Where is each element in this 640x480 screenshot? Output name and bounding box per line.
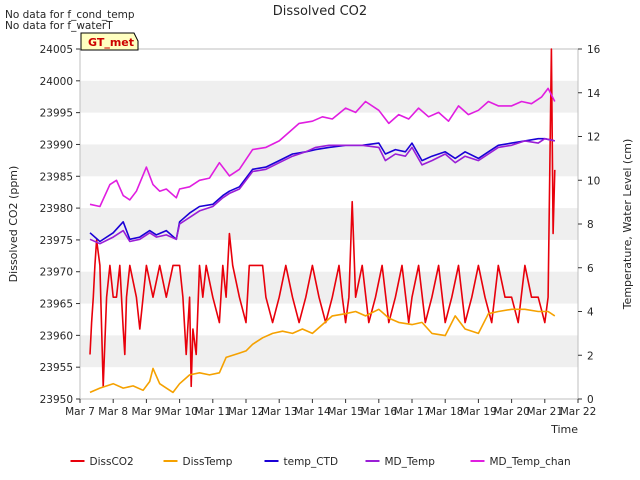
y2-tick-label: 16 [587, 44, 601, 56]
x-tick-label: Mar 22 [560, 406, 597, 418]
y-tick-label: 23975 [40, 235, 73, 247]
y2-tick-label: 12 [587, 132, 600, 144]
x-tick-label: Mar 18 [427, 406, 464, 418]
y2-tick-label: 4 [587, 307, 594, 319]
x-tick-label: Mar 16 [361, 406, 398, 418]
legend-label: MD_Temp_chan [490, 456, 571, 468]
y-tick-label: 23970 [40, 267, 73, 279]
y-tick-label: 24000 [40, 76, 73, 88]
y2-tick-label: 0 [587, 394, 594, 406]
y2-tick-label: 8 [587, 219, 594, 231]
y-tick-label: 23965 [40, 299, 73, 311]
x-tick-label: Mar 13 [261, 406, 298, 418]
chart-title: Dissolved CO2 [273, 4, 367, 19]
legend-label: DissCO2 [90, 456, 134, 468]
series-layer [89, 48, 556, 394]
axes-layer: 23950 23955 23960 23965 23970 23975 23980 23985… [40, 44, 601, 418]
x-tick-label: Mar 8 [98, 406, 128, 418]
grid-band [80, 335, 578, 368]
x-tick-label: Mar 20 [493, 406, 530, 418]
y-tick-label: 23990 [40, 139, 73, 151]
no-data-note-1: No data for f_cond_temp [5, 9, 135, 21]
x-tick-label: Mar 21 [527, 406, 564, 418]
y2-tick-label: 10 [587, 175, 600, 187]
no-data-note-2: No data for f_waterT [5, 20, 113, 32]
x-tick-label: Mar 11 [195, 406, 232, 418]
legend: DissCO2 DissTemp temp_CTD MD_Temp MD_Temp_ch… [70, 456, 571, 468]
legend-label: MD_Temp [385, 456, 436, 468]
y2-axis-label: Temperature, Water Level (cm) [621, 139, 634, 311]
series-line-disstemp [89, 308, 556, 394]
y-tick-label: 23950 [40, 394, 73, 406]
grid-band [80, 208, 578, 240]
y-tick-label: 24005 [40, 44, 73, 56]
series-line-temp-ctd [89, 137, 555, 243]
x-tick-label: Mar 19 [460, 406, 497, 418]
grid-bands [80, 80, 578, 368]
x-tick-label: Mar 9 [131, 406, 161, 418]
x-tick-label: Mar 14 [294, 406, 331, 418]
x-axis-label: Time [550, 423, 578, 436]
y-tick-label: 23995 [40, 108, 73, 120]
series-line-md-temp-chan [89, 87, 556, 208]
series-line-md-temp [89, 137, 555, 245]
y-tick-label: 23985 [40, 171, 73, 183]
y2-tick-label: 6 [587, 263, 594, 275]
grid-band [80, 144, 578, 177]
x-tick-label: Mar 15 [327, 406, 364, 418]
legend-label: temp_CTD [284, 456, 339, 468]
y-tick-label: 23980 [40, 203, 73, 215]
badge-label: GT_met [88, 36, 134, 49]
grid-band [80, 80, 578, 113]
x-tick-label: Mar 7 [65, 406, 95, 418]
gt-met-badge: GT_met [80, 32, 139, 51]
x-tick-label: Mar 17 [394, 406, 431, 418]
legend-label: DissTemp [183, 456, 233, 468]
y-tick-label: 23955 [40, 362, 73, 374]
y2-tick-label: 14 [587, 88, 601, 100]
y-tick-label: 23960 [40, 330, 73, 342]
y-axis-label: Dissolved CO2 (ppm) [7, 166, 20, 283]
x-tick-label: Mar 10 [161, 406, 198, 418]
badge-shape [80, 32, 139, 51]
y2-tick-label: 2 [587, 350, 594, 362]
series-line-dissco2 [89, 48, 556, 388]
x-tick-label: Mar 12 [228, 406, 265, 418]
